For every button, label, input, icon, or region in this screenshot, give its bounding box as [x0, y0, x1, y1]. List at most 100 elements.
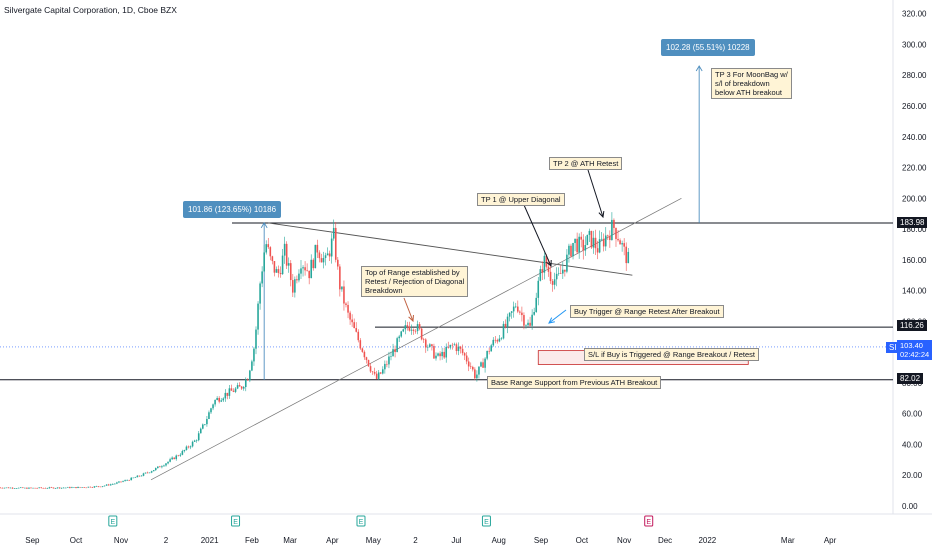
candle-body [253, 348, 255, 362]
candle-body [249, 370, 251, 381]
candle-body [95, 486, 98, 487]
candle-body [447, 346, 450, 348]
candle-body [494, 339, 497, 341]
candle-body [228, 388, 231, 396]
candle-body [408, 326, 411, 331]
measure-arrowhead [695, 65, 703, 72]
candle-body [357, 331, 360, 341]
candle-body [300, 268, 302, 274]
candle-body [459, 346, 462, 349]
candle-body [298, 273, 300, 281]
candle-body [469, 366, 472, 368]
x-tick-label: Oct [70, 536, 83, 545]
candle-body [277, 269, 280, 273]
candle-body [308, 270, 310, 279]
candle-body [410, 329, 413, 331]
candle-body [234, 388, 237, 392]
candle-body [627, 251, 630, 264]
candle-body [498, 338, 501, 342]
candle-body [140, 475, 143, 477]
candle-body [232, 390, 235, 392]
candle-body [619, 240, 621, 245]
x-tick-label: Nov [617, 536, 631, 545]
candle-body [322, 257, 325, 263]
candle-body [177, 455, 180, 457]
candle-body [318, 252, 321, 259]
measure-past-label[interactable]: 101.86 (123.65%) 10186 [183, 201, 282, 218]
candle-body [216, 397, 218, 400]
candle-body [15, 488, 18, 489]
candle-body [541, 269, 544, 273]
candle-body [406, 325, 409, 327]
candle-body [531, 314, 533, 326]
candle-body [361, 348, 364, 352]
candle-body [463, 353, 466, 356]
candle-body [230, 388, 233, 391]
candle-body [240, 386, 243, 389]
candle-body [91, 487, 94, 488]
y-tick-label: 20.00 [902, 471, 923, 480]
candle-body [60, 487, 63, 489]
annotation-buy-trigger[interactable]: Buy Trigger @ Range Retest After Breakou… [570, 305, 724, 318]
candle-body [390, 356, 392, 357]
candle-body [523, 315, 525, 326]
annotation-tp2[interactable]: TP 2 @ ATH Retest [549, 157, 623, 170]
candle-body [150, 471, 153, 473]
candle-body [304, 267, 306, 271]
candle-body [83, 487, 85, 488]
candle-body [467, 361, 470, 367]
candle-body [181, 451, 184, 455]
y-tick-label: 220.00 [902, 164, 927, 173]
y-tick-label: 180.00 [902, 225, 927, 234]
candle-body [514, 306, 517, 308]
candle-body [3, 487, 6, 489]
candle-body [422, 339, 425, 340]
annotation-stop-loss[interactable]: S/L if Buy is Triggered @ Range Breakout… [584, 348, 759, 361]
candle-body [62, 487, 65, 489]
x-tick-label: Mar [283, 536, 297, 545]
candle-body [369, 366, 372, 372]
candle-body [433, 346, 435, 359]
candle-body [244, 379, 247, 388]
candle-body [416, 324, 419, 332]
candle-body [527, 322, 529, 326]
earnings-marker-label: E [233, 519, 238, 526]
candle-body [359, 340, 362, 349]
measure-projected-label[interactable]: 102.28 (55.51%) 10228 [661, 39, 755, 56]
candle-body [120, 481, 122, 483]
annotation-tp1[interactable]: TP 1 @ Upper Diagonal [477, 193, 565, 206]
x-tick-label: 2 [413, 536, 418, 545]
candle-body [118, 481, 120, 483]
candle-body [89, 486, 92, 488]
candle-body [19, 487, 22, 489]
candle-body [476, 374, 478, 379]
candle-body [592, 237, 595, 248]
candle-body [247, 379, 249, 381]
candle-body [36, 488, 38, 489]
candle-body [594, 237, 597, 249]
candle-body [22, 487, 24, 489]
annotation-base-support[interactable]: Base Range Support from Previous ATH Bre… [487, 376, 662, 389]
arrow-tp1 [523, 204, 552, 267]
annotation-top-range[interactable]: Top of Range established by Retest / Rej… [361, 266, 469, 297]
candle-body [107, 484, 110, 486]
candle-body [199, 428, 202, 434]
candle-body [492, 339, 495, 346]
annotation-tp3[interactable]: TP 3 For MoonBag w/ s/l of breakdown bel… [711, 68, 792, 99]
candle-body [328, 253, 331, 257]
candle-body [116, 482, 118, 484]
candle-body [310, 259, 313, 279]
candle-body [461, 348, 464, 354]
y-tick-label: 300.00 [902, 40, 927, 49]
candle-body [275, 269, 278, 273]
candle-body [161, 466, 163, 468]
candle-body [214, 399, 216, 405]
candle-body [500, 338, 503, 340]
candle-body [533, 312, 535, 315]
candle-body [547, 266, 550, 272]
candle-body [58, 487, 61, 489]
candle-body [236, 385, 239, 389]
candle-body [621, 243, 623, 245]
candle-body [306, 270, 308, 271]
